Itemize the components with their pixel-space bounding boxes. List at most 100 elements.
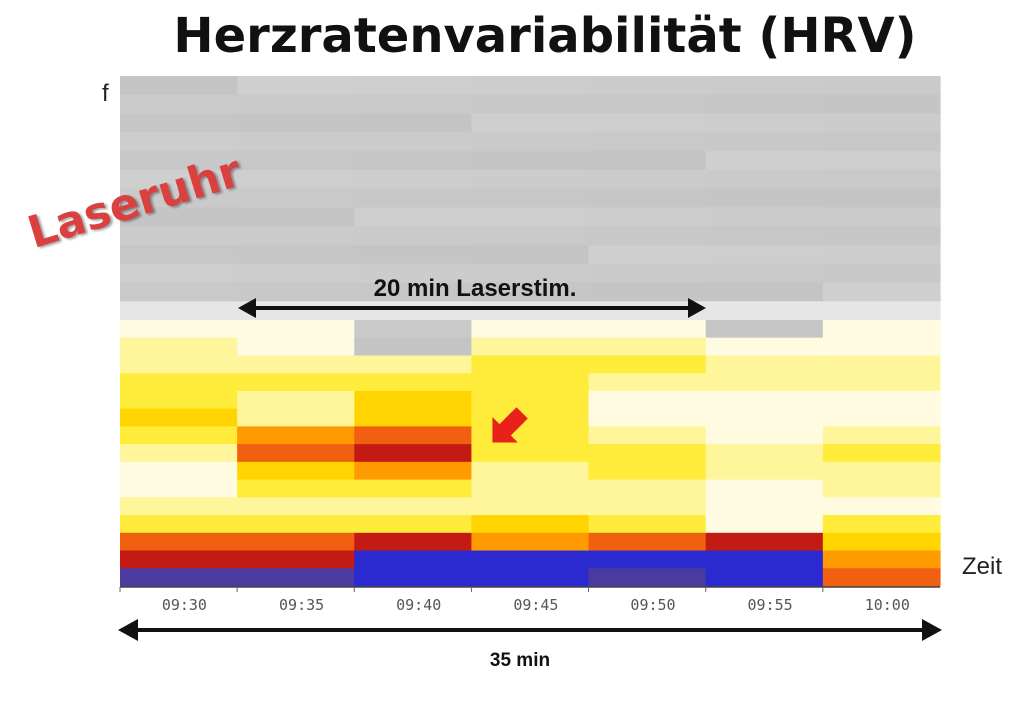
- heatmap-cell: [822, 113, 941, 133]
- heatmap-cell: [588, 207, 707, 227]
- heatmap-cell: [471, 132, 590, 152]
- heatmap-cell: [120, 244, 238, 265]
- heatmap-cell: [471, 426, 590, 445]
- x-tick-label: 10:00: [865, 596, 910, 614]
- heatmap-cell: [237, 94, 355, 115]
- heatmap-cell: [588, 426, 707, 445]
- heatmap-cell: [471, 113, 590, 133]
- heatmap-cell: [588, 515, 707, 534]
- heatmap-cell: [354, 337, 473, 357]
- heatmap-cell: [822, 497, 941, 516]
- heatmap-cell: [120, 426, 238, 445]
- heatmap-cell: [237, 408, 355, 427]
- heatmap-cell: [237, 337, 355, 357]
- heatmap-cell: [705, 444, 824, 463]
- heatmap-cell: [471, 373, 590, 392]
- heatmap-cell: [822, 426, 941, 445]
- heatmap-cell: [705, 169, 824, 190]
- heatmap-cell: [120, 169, 238, 190]
- heatmap-cell: [120, 390, 238, 410]
- heatmap-cell: [588, 188, 707, 208]
- heatmap-cell: [354, 282, 473, 302]
- heatmap-cell: [120, 132, 238, 152]
- heatmap-cell: [705, 355, 824, 374]
- heatmap-cell: [120, 320, 238, 339]
- heatmap-cell: [120, 94, 238, 115]
- heatmap-cell: [471, 151, 590, 171]
- heatmap-cell: [705, 408, 824, 427]
- heatmap-cell: [354, 132, 473, 152]
- heatmap-cell: [237, 151, 355, 171]
- heatmap-cell: [588, 550, 707, 569]
- heatmap-cell: [120, 113, 238, 133]
- heatmap-cell: [822, 373, 941, 392]
- heatmap-cell: [705, 479, 824, 498]
- heatmap-cell: [822, 515, 941, 534]
- heatmap-cell: [354, 426, 473, 445]
- heatmap-cell: [705, 244, 824, 265]
- heatmap-cell: [588, 94, 707, 115]
- heatmap-cell: [120, 355, 238, 374]
- heatmap-cell: [237, 169, 355, 190]
- total-span-arrow: [118, 619, 942, 641]
- heatmap-cell: [237, 550, 355, 569]
- x-ticks: 09:30 09:35 09:40 09:45 09:50 09:55 10:00: [119, 587, 910, 614]
- heatmap-cell: [705, 461, 824, 481]
- heatmap-cell: [822, 444, 941, 463]
- x-tick-label: 09:35: [279, 596, 324, 614]
- heatmap-cell: [471, 390, 590, 410]
- heatmap-cell: [354, 497, 473, 516]
- heatmap-cell: [822, 355, 941, 374]
- heatmap-cell: [822, 169, 941, 190]
- heatmap-cell: [471, 188, 590, 208]
- heatmap-cell: [120, 532, 238, 552]
- heatmap-cell: [471, 337, 590, 357]
- heatmap-cell: [471, 207, 590, 227]
- heatmap-cell: [120, 301, 238, 321]
- heatmap-cell: [588, 390, 707, 410]
- heatmap-cell: [237, 132, 355, 152]
- heatmap-cell: [471, 226, 590, 246]
- heatmap-cell: [705, 132, 824, 152]
- x-tick-label: 09:55: [748, 596, 793, 614]
- heatmap-cell: [822, 550, 941, 569]
- heatmap-cell: [237, 532, 355, 552]
- heatmap-cell: [588, 532, 707, 552]
- heatmap-cell: [237, 444, 355, 463]
- heatmap-cell: [237, 263, 355, 284]
- heatmap-cell: [354, 244, 473, 265]
- heatmap-cell: [822, 76, 941, 96]
- heatmap-cell: [705, 568, 824, 587]
- heatmap-cell: [237, 320, 355, 339]
- heatmap-cell: [705, 113, 824, 133]
- heatmap-cell: [237, 479, 355, 498]
- heatmap-cell: [354, 568, 473, 587]
- heatmap-cell: [354, 461, 473, 481]
- heatmap-cell: [588, 373, 707, 392]
- heatmap-cell: [705, 263, 824, 284]
- x-tick-label: 09:45: [513, 596, 558, 614]
- heatmap-cell: [120, 497, 238, 516]
- heatmap-cell: [705, 94, 824, 115]
- heatmap-cell: [354, 515, 473, 534]
- heatmap-cell: [237, 390, 355, 410]
- heatmap-cell: [471, 355, 590, 374]
- heatmap-cell: [471, 263, 590, 284]
- heatmap-cell: [237, 207, 355, 227]
- heatmap-cell: [822, 226, 941, 246]
- heatmap-cell: [705, 532, 824, 552]
- heatmap-cell: [822, 207, 941, 227]
- heatmap-cell: [471, 497, 590, 516]
- heatmap-cell: [471, 550, 590, 569]
- heatmap-cell: [588, 113, 707, 133]
- heatmap-cell: [120, 188, 238, 208]
- heatmap-cell: [588, 497, 707, 516]
- heatmap-cell: [822, 282, 941, 302]
- heatmap-cell: [822, 320, 941, 339]
- heatmap-cell: [822, 244, 941, 265]
- heatmap-cell: [822, 408, 941, 427]
- heatmap-cell: [705, 337, 824, 357]
- heatmap-cell: [471, 301, 590, 321]
- heatmap-cell: [822, 568, 941, 587]
- heatmap-cell: [705, 320, 824, 339]
